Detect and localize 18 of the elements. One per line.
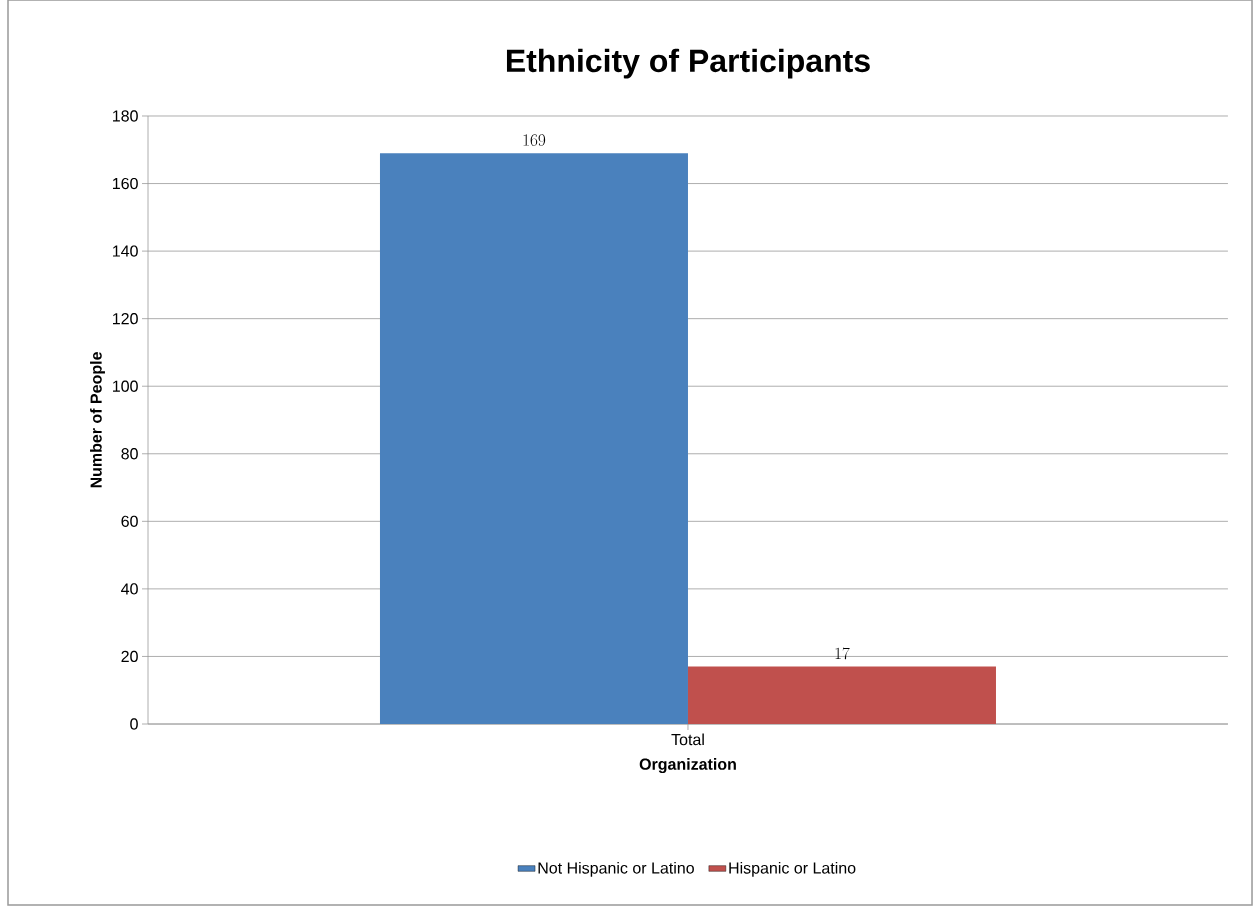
y-tick-label: 100 [113,380,138,392]
y-tick-label: 180 [113,110,138,122]
y-tick-label: 80 [121,448,138,460]
y-tick-label: 60 [121,515,138,527]
legend-label: Not Hispanic or Latino [538,861,694,877]
y-tick-label: 120 [113,313,138,325]
legend-label: Hispanic or Latino [729,861,856,877]
data-label: 169 [523,134,546,146]
y-tick-label: 20 [121,650,138,663]
x-axis-title: Organization [639,758,736,774]
x-tick-label: Total [671,733,704,746]
y-tick-label: 40 [121,583,138,595]
y-axis-title: Number of People [90,352,105,488]
chart-title: Ethnicity of Participants [506,48,870,79]
y-tick-label: 160 [113,177,138,190]
data-label: 17 [835,647,850,660]
y-tick-label: 140 [113,245,138,257]
y-tick-label: 0 [130,718,138,730]
